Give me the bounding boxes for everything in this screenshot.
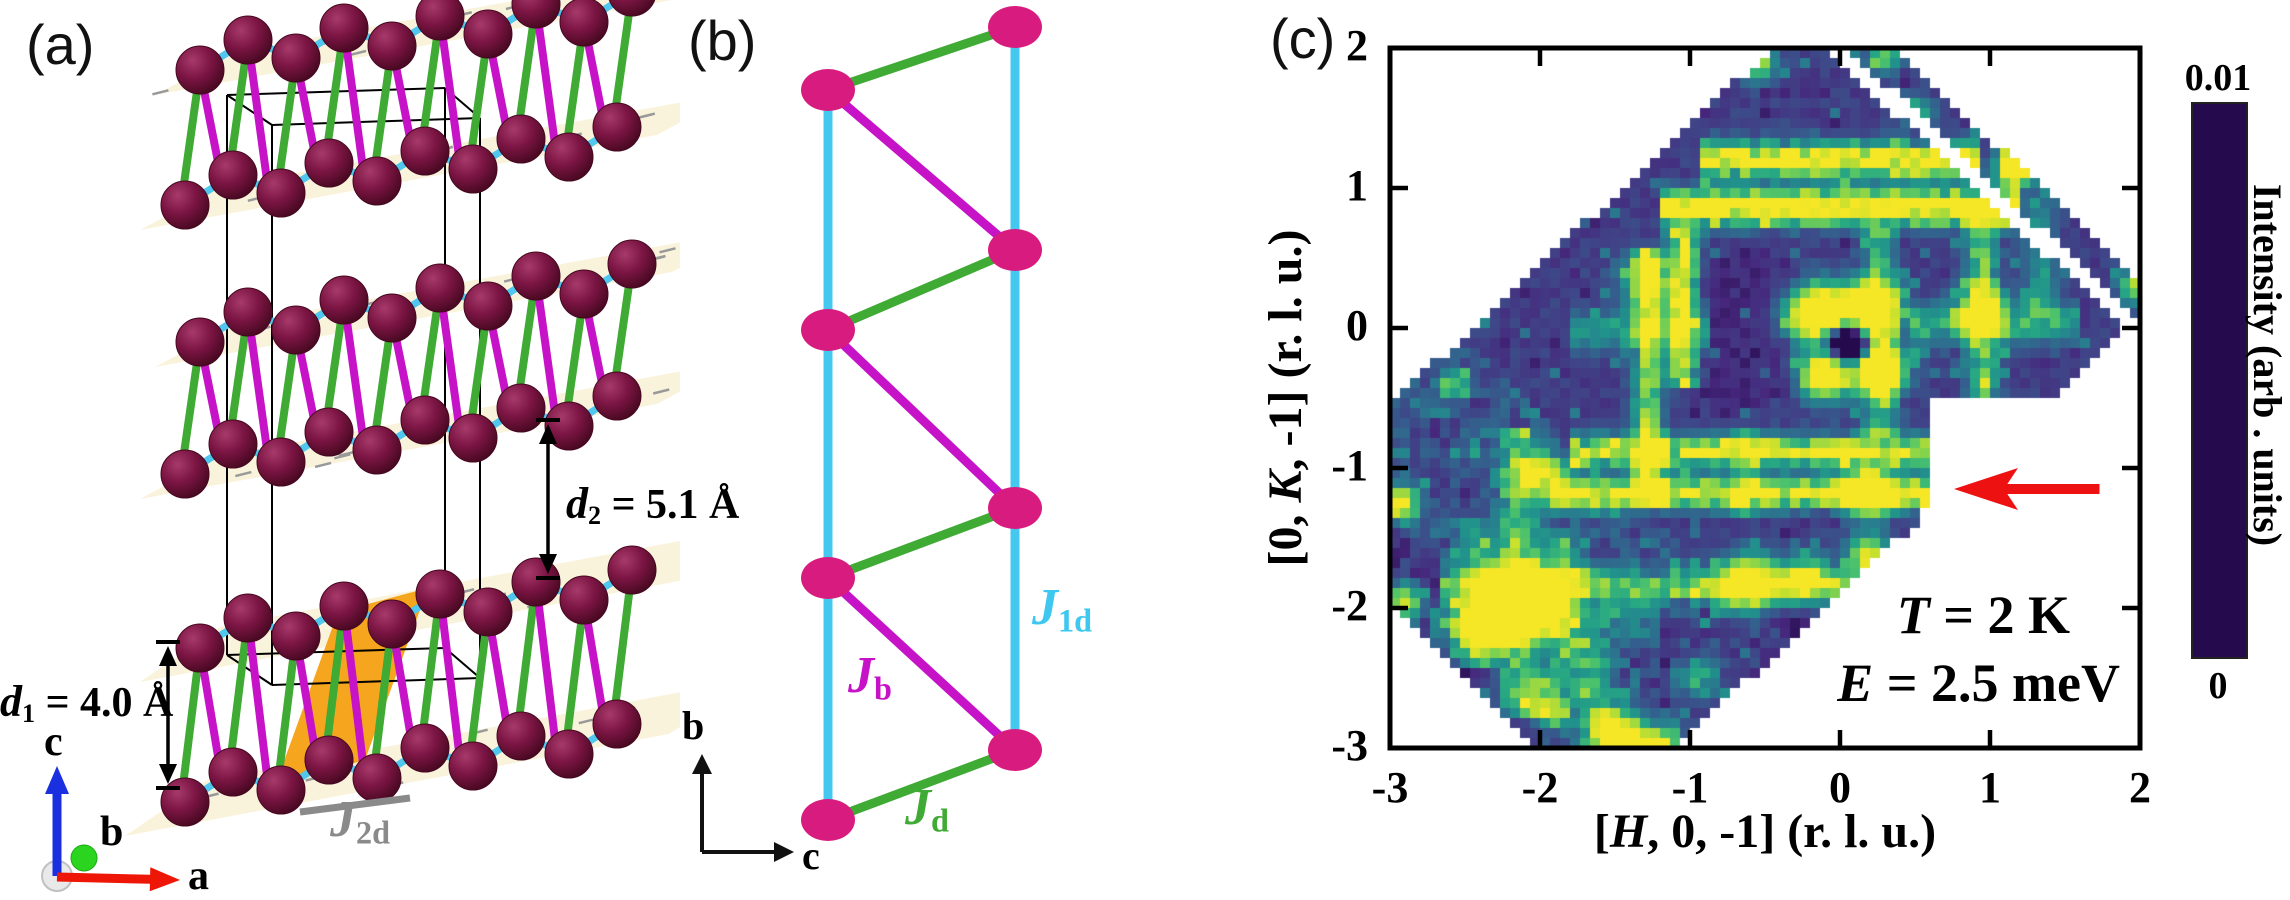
y-tick-label: -3 bbox=[1331, 721, 1368, 770]
y-tick-label: 2 bbox=[1346, 21, 1368, 70]
intensity-heatmap bbox=[1390, 48, 2140, 748]
coupling-ladder-graphic bbox=[692, 6, 1042, 862]
y-axis-title: [0, K, -1] (r. l. u.) bbox=[1259, 229, 1312, 567]
jd-coupling-label: Jd bbox=[905, 779, 949, 839]
red-arrow-icon bbox=[1954, 468, 2100, 510]
j2d-coupling-label: J2d bbox=[330, 791, 391, 851]
panel-b-letter: (b) bbox=[688, 9, 757, 72]
y-tick-label: -1 bbox=[1331, 441, 1368, 490]
d2-distance-label: d2 = 5.1 Å bbox=[566, 479, 740, 530]
panel-c-letter: (c) bbox=[1270, 7, 1336, 70]
crystal-structure-graphic bbox=[41, 0, 680, 892]
energy-annotation: E = 2.5 meV bbox=[1837, 653, 2120, 713]
x-tick-label: 2 bbox=[2129, 763, 2151, 812]
x-tick-label: 1 bbox=[1979, 763, 2001, 812]
x-axis-title: [H, 0, -1] (r. l. u.) bbox=[1593, 805, 1937, 858]
y-tick-label: 0 bbox=[1346, 301, 1368, 350]
a-axis-b-label: b bbox=[100, 809, 124, 855]
a-axis-c-label: c bbox=[44, 719, 63, 765]
a-axis-a-label: a bbox=[188, 853, 209, 899]
d1-distance-label: d1 = 4.0 Å bbox=[0, 677, 174, 728]
j1d-coupling-label: J1d bbox=[1032, 579, 1093, 639]
panel-a-letter: (a) bbox=[26, 13, 95, 76]
colorbar bbox=[2191, 102, 2248, 659]
colorbar-max-label: 0.01 bbox=[2184, 57, 2252, 99]
x-tick-label: -2 bbox=[1521, 763, 1559, 812]
temperature-annotation: T = 2 K bbox=[1896, 585, 2070, 645]
y-tick-label: 1 bbox=[1346, 161, 1368, 210]
colorbar-min-label: 0 bbox=[2208, 665, 2228, 707]
x-tick-label: 0 bbox=[1829, 763, 1851, 812]
jb-coupling-label: Jb bbox=[848, 647, 892, 707]
b-axis-b-label: b bbox=[682, 703, 705, 748]
b-axis-c-label: c bbox=[802, 833, 820, 878]
x-tick-label: -3 bbox=[1371, 763, 1409, 812]
colorbar-title: Intensity (arb . units) bbox=[2245, 183, 2290, 547]
y-tick-label: -2 bbox=[1331, 581, 1368, 630]
x-tick-label: -1 bbox=[1671, 763, 1709, 812]
heatmap-frame-graphic bbox=[1387, 45, 2248, 751]
